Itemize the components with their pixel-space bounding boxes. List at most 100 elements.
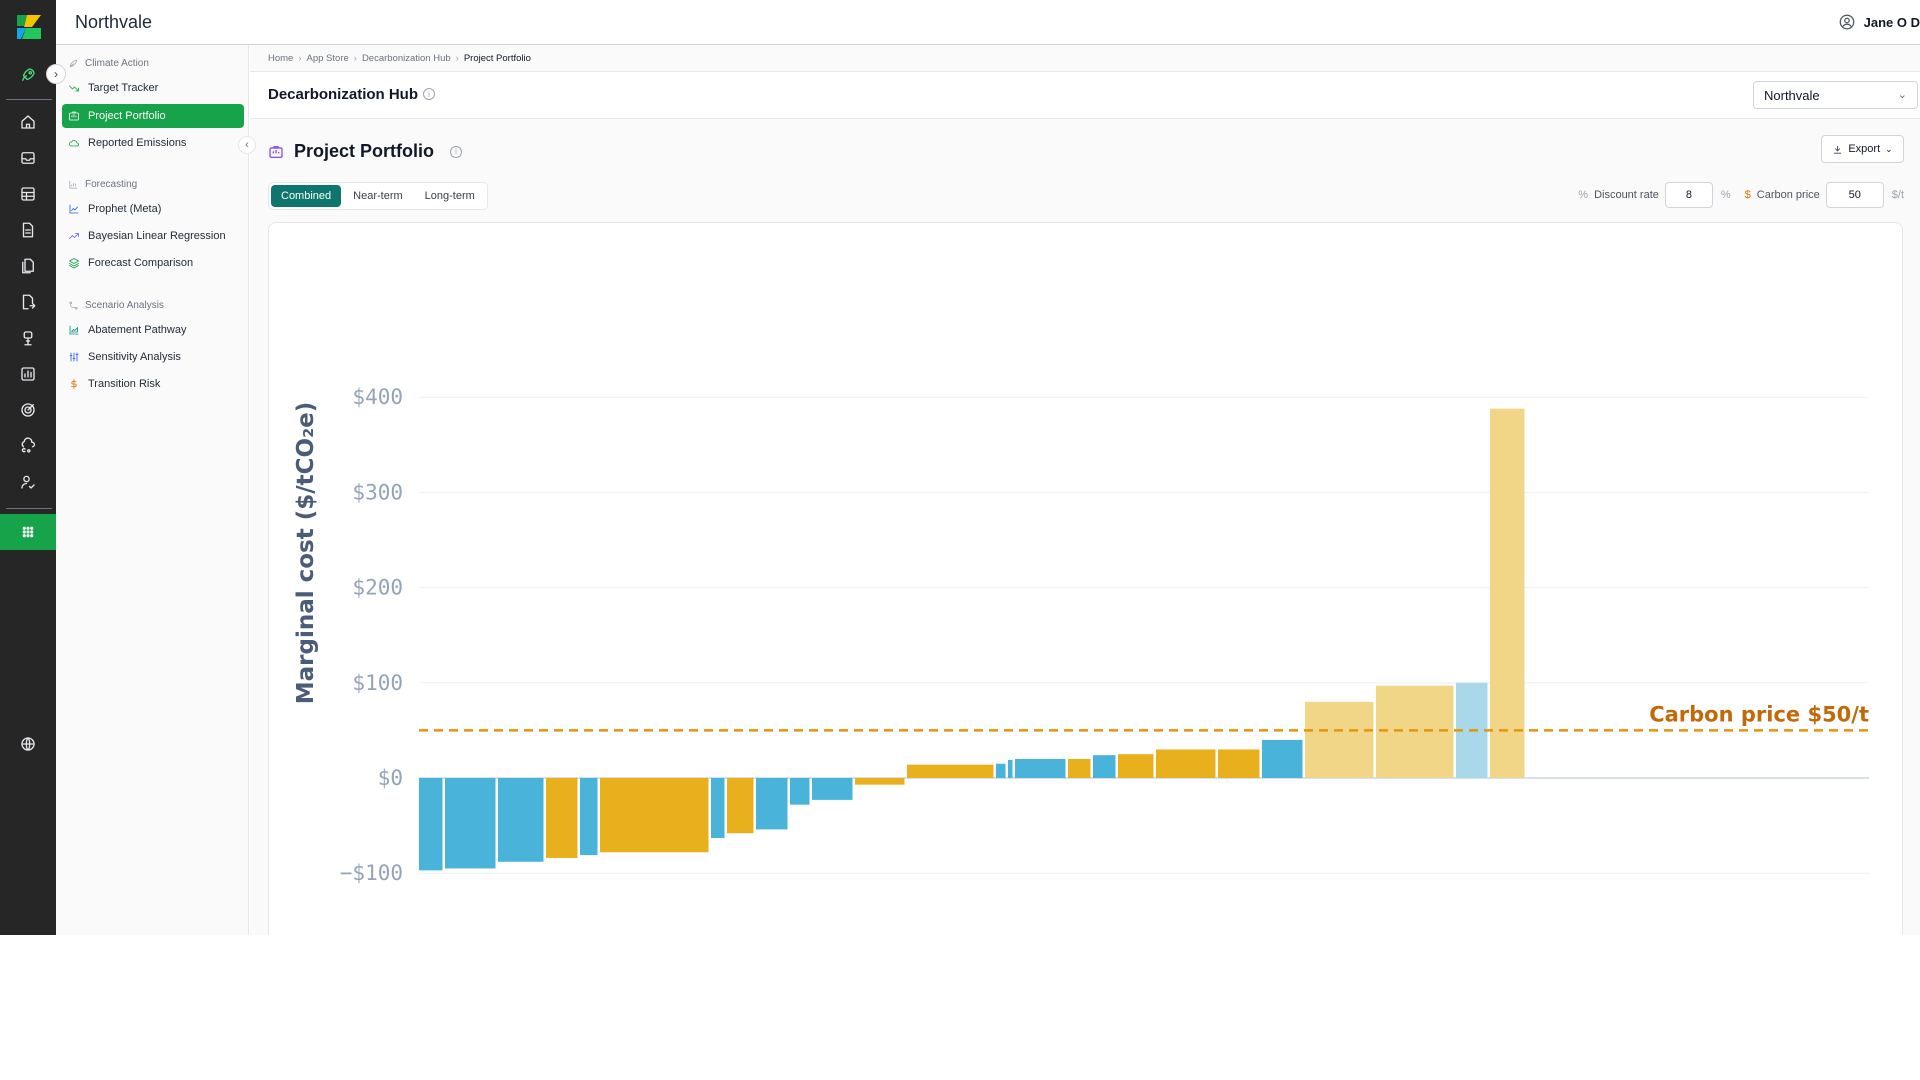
sidebar-item-target-tracker[interactable]: Target Tracker: [62, 76, 244, 100]
macc-bar: [1118, 754, 1154, 778]
bar-chart-icon[interactable]: [0, 356, 56, 392]
table-icon[interactable]: [0, 176, 56, 212]
user-avatar-icon: [1839, 14, 1854, 30]
user-name: Jane O D: [1863, 14, 1920, 30]
sidebar-item-abatement-pathway[interactable]: Abatement Pathway: [62, 318, 244, 342]
page-title: Project Portfolio: [294, 141, 435, 161]
macc-bar: [1068, 758, 1091, 778]
horizon-tabs: Combined Near-term Long-term: [268, 182, 488, 210]
macc-bar: [600, 778, 709, 853]
y-tick-label: $100: [352, 671, 403, 695]
sidebar: › ‹ Climate Action Target Tracker Projec…: [46, 45, 256, 935]
section-forecasting: Forecasting: [68, 179, 137, 190]
top-bar: Northvale Jane O D: [56, 0, 1920, 45]
discount-rate-input[interactable]: [1664, 182, 1713, 208]
hub-header: Decarbonization Hub i Northvale ⌄: [250, 71, 1920, 119]
macc-bar: [711, 778, 725, 838]
macc-bar: [1376, 685, 1454, 778]
chevron-down-icon: ⌄: [1885, 143, 1893, 154]
breadcrumb-app-store[interactable]: App Store: [306, 53, 349, 64]
sidebar-item-sensitivity-analysis[interactable]: Sensitivity Analysis: [62, 345, 244, 369]
chevron-left-icon: ‹: [245, 139, 249, 151]
macc-bar: [498, 778, 544, 862]
breadcrumb-decarbonization-hub[interactable]: Decarbonization Hub: [361, 53, 451, 64]
y-axis-label: Marginal cost ($/tCO₂e): [293, 402, 319, 705]
plant-icon[interactable]: [0, 320, 56, 356]
portfolio-icon: [269, 145, 283, 158]
macc-bar: [1262, 739, 1303, 778]
carbon-price-input[interactable]: [1825, 182, 1884, 208]
sidebar-item-project-portfolio[interactable]: Project Portfolio: [62, 104, 244, 128]
percent-icon: %: [1578, 189, 1589, 201]
target-icon[interactable]: [0, 392, 56, 428]
apps-grid-icon[interactable]: [0, 514, 56, 550]
sidebar-item-prophet[interactable]: Prophet (Meta): [62, 197, 244, 221]
tab-near-term[interactable]: Near-term: [353, 190, 403, 202]
expand-rail-button[interactable]: ›: [46, 64, 66, 84]
parameter-controls: % Discount rate % $ Carbon price $/t: [1578, 182, 1904, 208]
dollar-icon: $: [1744, 189, 1751, 201]
trend-up-icon: [69, 233, 79, 239]
macc-bar: [1156, 749, 1216, 778]
y-tick-label: $400: [352, 385, 403, 409]
y-tick-label: $200: [352, 576, 403, 600]
globe-icon[interactable]: [0, 726, 56, 762]
carbon-price-label: Carbon price $50/t: [1649, 702, 1869, 726]
user-menu[interactable]: Jane O D: [1838, 13, 1920, 31]
tab-long-term[interactable]: Long-term: [424, 190, 475, 202]
co2-cloud-icon[interactable]: [0, 428, 56, 464]
document-icon[interactable]: [0, 212, 56, 248]
discount-rate-label: Discount rate: [1594, 189, 1659, 201]
breadcrumb-home[interactable]: Home: [268, 53, 294, 64]
y-tick-label: $300: [352, 480, 403, 504]
section-scenario-analysis: Scenario Analysis: [68, 300, 164, 311]
app-window: Northvale Jane O D › ‹ Climate Action Ta…: [0, 0, 1920, 935]
files-icon[interactable]: [0, 248, 56, 284]
app-logo-icon[interactable]: [14, 12, 44, 42]
macc-bar: [812, 778, 853, 800]
main-content: Home › App Store › Decarbonization Hub ›…: [250, 45, 1920, 935]
macc-bar: [419, 778, 443, 871]
macc-chart: $400 $300 $200 $100 $0 −$100 Marginal cost ($/…: [293, 385, 1869, 885]
y-tick-label: $0: [378, 766, 403, 790]
chevron-right-icon: ›: [54, 67, 58, 81]
icon-rail: [0, 0, 56, 935]
macc-bar: [1008, 759, 1013, 778]
area-chart-icon: [69, 325, 79, 335]
macc-bar: [546, 778, 578, 858]
export-button[interactable]: Export ⌄: [1821, 135, 1904, 163]
chevron-down-icon: ⌄: [1897, 89, 1907, 101]
organization-select[interactable]: Northvale ⌄: [1753, 81, 1918, 109]
leaf-icon: [69, 59, 78, 68]
macc-bar: [1218, 749, 1260, 778]
info-icon[interactable]: i: [450, 145, 463, 158]
breadcrumb-current: Project Portfolio: [463, 53, 531, 64]
sidebar-item-reported-emissions[interactable]: Reported Emissions: [62, 131, 244, 155]
cloud-icon: [69, 140, 79, 147]
collapse-sidebar-button[interactable]: ‹: [238, 136, 256, 154]
sidebar-item-bayesian-regression[interactable]: Bayesian Linear Regression: [62, 224, 244, 248]
rocket-icon[interactable]: [0, 57, 56, 93]
discount-rate-unit: %: [1720, 189, 1731, 201]
inbox-icon[interactable]: [0, 140, 56, 176]
line-chart-icon: [69, 204, 79, 214]
hub-title: Decarbonization Hub: [268, 86, 419, 103]
macc-bar: [996, 763, 1006, 778]
branch-icon: [69, 301, 78, 310]
section-climate-action: Climate Action: [68, 58, 149, 69]
user-check-icon[interactable]: [0, 464, 56, 500]
carbon-price-unit: $/t: [1891, 189, 1904, 201]
info-icon[interactable]: i: [423, 88, 435, 100]
sliders-icon: [69, 352, 79, 362]
sidebar-item-transition-risk[interactable]: Transition Risk: [62, 372, 244, 396]
y-tick-label: −$100: [340, 861, 403, 885]
page-title-row: Project Portfolio i: [268, 141, 463, 162]
tab-combined[interactable]: Combined: [271, 185, 342, 207]
file-export-icon[interactable]: [0, 284, 56, 320]
macc-bar: [1305, 701, 1374, 778]
carbon-price-label: Carbon price: [1756, 189, 1820, 201]
sidebar-item-forecast-comparison[interactable]: Forecast Comparison: [62, 251, 244, 275]
trend-icon: [69, 85, 79, 92]
download-icon: [1834, 145, 1842, 154]
home-icon[interactable]: [0, 104, 56, 140]
